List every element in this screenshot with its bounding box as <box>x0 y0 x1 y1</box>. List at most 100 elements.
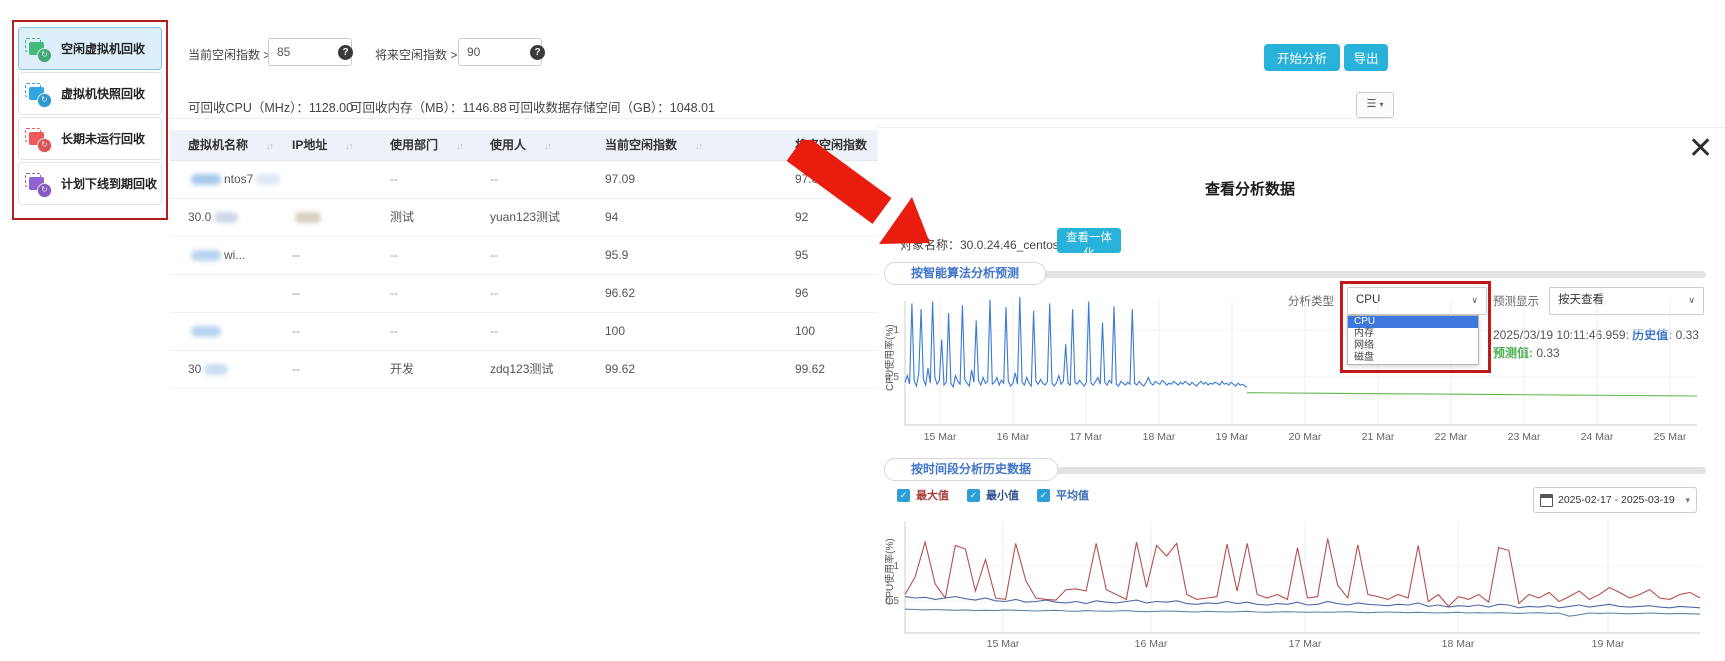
table-cell: 97.09 <box>605 172 636 186</box>
recycle-icon: ↻ <box>25 172 52 198</box>
history-legend: ✓ 最大值 ✓ 最小值 ✓ 平均值 <box>897 487 1101 503</box>
analysis-type-select[interactable]: CPU ∨ <box>1347 287 1487 315</box>
panel-title: 查看分析数据 <box>1204 181 1295 198</box>
sidebar-item[interactable]: ↻ 长期未运行回收 <box>18 117 162 160</box>
object-name-label: 对象名称：30.0.24.46_centos7.9_zdq <box>900 238 1102 252</box>
future-idle-index-label: 将来空闲指数 > <box>375 48 458 62</box>
dropdown-option[interactable]: 内存 <box>1354 328 1374 339</box>
section-bar <box>888 271 1706 278</box>
close-icon[interactable]: ✕ <box>1688 132 1714 165</box>
sidebar-item[interactable]: ↻ 空闲虚拟机回收 <box>18 27 162 70</box>
calendar-icon <box>1540 493 1553 507</box>
table-cell: 测试 <box>390 210 415 224</box>
table-cell: -- <box>390 248 398 262</box>
table-cell <box>188 313 224 350</box>
redacted-text <box>295 212 321 224</box>
table-row[interactable]: -- -- -- 96.62 96 <box>170 275 1410 313</box>
checkbox-checked-icon[interactable]: ✓ <box>897 488 910 502</box>
table-row[interactable]: 30 -- 开发 zdq123测试 99.62 99.62 <box>170 351 1410 389</box>
table-cell: -- <box>490 324 498 338</box>
svg-text:18 Mar: 18 Mar <box>1143 431 1176 443</box>
svg-text:1: 1 <box>893 561 899 572</box>
column-header[interactable]: 当前空闲指数 ↓↑ <box>605 138 703 152</box>
redacted-text <box>214 212 239 224</box>
analysis-type-label: 分析类型 <box>1288 296 1334 308</box>
view-integration-button[interactable]: 查看一体化 <box>1057 228 1121 260</box>
svg-text:19 Mar: 19 Mar <box>1216 431 1249 443</box>
table-cell: ntos7 <box>188 161 283 198</box>
dropdown-option[interactable]: 磁盘 <box>1354 352 1374 363</box>
svg-text:16 Mar: 16 Mar <box>1135 638 1168 650</box>
svg-text:15 Mar: 15 Mar <box>924 431 957 443</box>
dropdown-option[interactable]: CPU <box>1348 316 1478 328</box>
svg-text:21 Mar: 21 Mar <box>1362 431 1395 443</box>
reclaimable-cpu-stat: 可回收CPU（MHz）：1128.00 <box>188 101 354 115</box>
sidebar-item-label: 计划下线到期回收 <box>61 177 158 191</box>
date-range-picker[interactable]: 2025-02-17 - 2025-03-19 ▾ <box>1533 487 1697 513</box>
sidebar-item[interactable]: ↻ 虚拟机快照回收 <box>18 72 162 115</box>
sort-icon[interactable]: ↓↑ <box>695 141 703 151</box>
table-cell: -- <box>292 324 300 338</box>
dropdown-option[interactable]: 网络 <box>1354 340 1374 351</box>
table-cell: 96 <box>795 286 809 300</box>
table-cell: -- <box>490 172 498 186</box>
table-row[interactable]: 30.0 测试 yuan123测试 94 92 <box>170 199 1410 237</box>
table-row[interactable]: wi... -- -- -- 95.9 95 <box>170 237 1410 275</box>
chart-tooltip-line1: 2025/03/19 10:11:46.959: 历史值: 0.33 <box>1493 328 1699 342</box>
table-cell: 开发 <box>390 362 415 376</box>
svg-text:22 Mar: 22 Mar <box>1435 431 1468 443</box>
table-cell: 30.0 <box>188 199 241 236</box>
legend-item: ✓ 最小值 <box>967 487 1019 503</box>
history-value-label: 历史值: <box>1632 328 1673 342</box>
sidebar-item-label: 虚拟机快照回收 <box>61 87 146 101</box>
svg-text:17 Mar: 17 Mar <box>1070 431 1103 443</box>
sort-icon[interactable]: ↓↑ <box>266 141 274 151</box>
svg-text:CPU使用率(%): CPU使用率(%) <box>885 324 896 391</box>
table-cell: 95 <box>795 248 809 262</box>
legend-label: 平均值 <box>1056 490 1089 502</box>
sidebar-item-label: 空闲虚拟机回收 <box>61 42 146 56</box>
sort-icon[interactable]: ↓↑ <box>345 141 353 151</box>
column-header[interactable]: 使用部门 ↓↑ <box>390 138 464 152</box>
section-prediction-title: 按智能算法分析预测 <box>884 262 1046 285</box>
svg-text:25 Mar: 25 Mar <box>1654 431 1687 443</box>
svg-text:16 Mar: 16 Mar <box>997 431 1030 443</box>
svg-text:19 Mar: 19 Mar <box>1592 638 1625 650</box>
history-chart: 15 Mar 16 Mar 17 Mar 18 Mar 19 Mar 0.5 1CPU使用率… <box>885 521 1701 650</box>
checkbox-checked-icon[interactable]: ✓ <box>1037 488 1050 502</box>
export-button[interactable]: 导出 <box>1344 44 1388 71</box>
reclaimable-memory-stat: 可回收内存（MB）：1146.88 <box>350 101 507 115</box>
table-cell: 95.9 <box>605 248 629 262</box>
table-cell: -- <box>490 286 498 300</box>
date-range-value: 2025-02-17 - 2025-03-19 <box>1558 494 1675 506</box>
redacted-text <box>191 326 221 338</box>
table-cell: -- <box>390 172 398 186</box>
column-settings-button[interactable]: ☰ ▾ <box>1356 92 1394 118</box>
recycle-type-sidebar: ↻ 空闲虚拟机回收 ↻ 虚拟机快照回收 ↻ 长期未运行回收 ↻ 计划下线到期回收 <box>12 20 168 220</box>
table-row[interactable]: ntos7 -- -- 97.09 97.09 <box>170 161 1410 199</box>
column-header[interactable]: 虚拟机名称 ↓↑ <box>188 138 274 152</box>
table-cell: 100 <box>605 324 626 338</box>
table-cell: -- <box>292 362 300 376</box>
start-analysis-button[interactable]: 开始分析 <box>1264 44 1340 71</box>
table-row[interactable]: -- -- -- 100 100 <box>170 313 1410 351</box>
red-annotation-arrow <box>786 140 930 244</box>
svg-text:24 Mar: 24 Mar <box>1581 431 1614 443</box>
column-header[interactable]: 使用人 ↓↑ <box>490 138 552 152</box>
chart-tooltip-line2: 预测值: 0.33 <box>1493 346 1560 360</box>
table-cell: 94 <box>605 210 619 224</box>
analysis-data-panel: 查看分析数据 ✕ 对象名称：30.0.24.46_centos7.9_zdq 查… <box>878 127 1725 661</box>
help-icon[interactable]: ? <box>530 45 545 60</box>
highlight-box <box>1340 281 1491 373</box>
sort-icon[interactable]: ↓↑ <box>544 141 552 151</box>
analysis-type-value: CPU <box>1356 294 1381 306</box>
checkbox-checked-icon[interactable]: ✓ <box>967 488 980 502</box>
recycle-icon: ↻ <box>25 127 52 153</box>
column-header[interactable]: IP地址 ↓↑ <box>292 138 353 152</box>
chevron-down-icon: ▾ <box>1379 100 1384 109</box>
forecast-display-select[interactable]: 按天查看 ∨ <box>1549 287 1704 315</box>
sidebar-item[interactable]: ↻ 计划下线到期回收 <box>18 162 162 205</box>
table-cell: wi... <box>188 237 245 274</box>
help-icon[interactable]: ? <box>338 45 353 60</box>
sort-icon[interactable]: ↓↑ <box>456 141 464 151</box>
